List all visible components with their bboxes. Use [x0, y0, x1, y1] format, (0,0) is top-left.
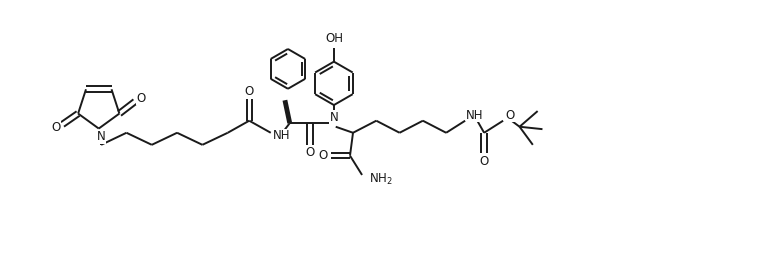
- Text: N: N: [97, 130, 105, 143]
- Text: NH$_2$: NH$_2$: [369, 172, 393, 187]
- Text: NH: NH: [466, 109, 484, 122]
- Text: O: O: [319, 149, 328, 162]
- Text: OH: OH: [325, 32, 344, 45]
- Text: O: O: [506, 109, 515, 122]
- Text: O: O: [137, 92, 146, 105]
- Text: O: O: [52, 121, 61, 134]
- Text: O: O: [244, 85, 253, 98]
- Text: O: O: [480, 155, 489, 168]
- Text: N: N: [329, 111, 338, 123]
- Text: O: O: [306, 146, 315, 159]
- Text: NH: NH: [274, 129, 290, 142]
